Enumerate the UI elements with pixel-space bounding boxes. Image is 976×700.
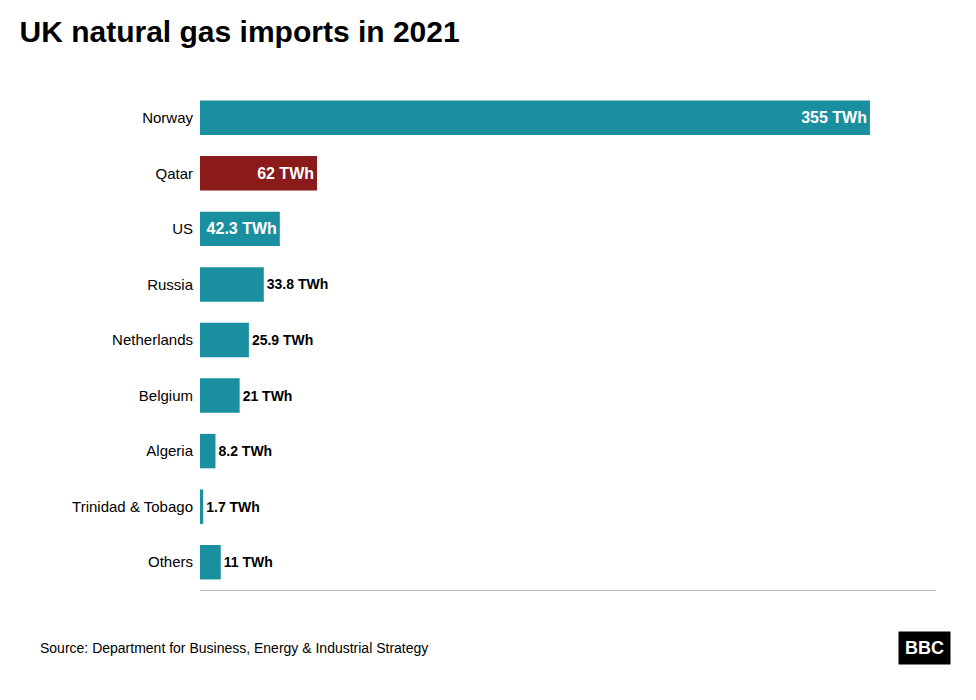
- svg-text:Trinidad & Tobago: Trinidad & Tobago: [72, 498, 193, 515]
- svg-text:62 TWh: 62 TWh: [257, 165, 314, 182]
- svg-text:BBC: BBC: [905, 638, 944, 658]
- svg-text:Algeria: Algeria: [146, 442, 193, 459]
- svg-text:Russia: Russia: [147, 276, 194, 293]
- svg-text:US: US: [172, 220, 193, 237]
- svg-text:33.8 TWh: 33.8 TWh: [267, 276, 328, 292]
- svg-text:Qatar: Qatar: [155, 165, 193, 182]
- svg-text:25.9 TWh: 25.9 TWh: [252, 332, 313, 348]
- svg-text:8.2 TWh: 8.2 TWh: [218, 443, 272, 459]
- svg-text:Norway: Norway: [142, 109, 193, 126]
- svg-text:1.7 TWh: 1.7 TWh: [206, 499, 260, 515]
- svg-text:Belgium: Belgium: [139, 387, 193, 404]
- svg-text:21 TWh: 21 TWh: [243, 388, 293, 404]
- svg-text:355 TWh: 355 TWh: [801, 109, 867, 126]
- svg-text:42.3 TWh: 42.3 TWh: [207, 220, 277, 237]
- svg-text:Source: Department for Busines: Source: Department for Business, Energy …: [40, 640, 428, 656]
- svg-text:Netherlands: Netherlands: [112, 331, 193, 348]
- svg-text:Others: Others: [148, 553, 193, 570]
- svg-text:11 TWh: 11 TWh: [224, 554, 273, 570]
- svg-text:UK natural gas imports in 2021: UK natural gas imports in 2021: [20, 15, 460, 48]
